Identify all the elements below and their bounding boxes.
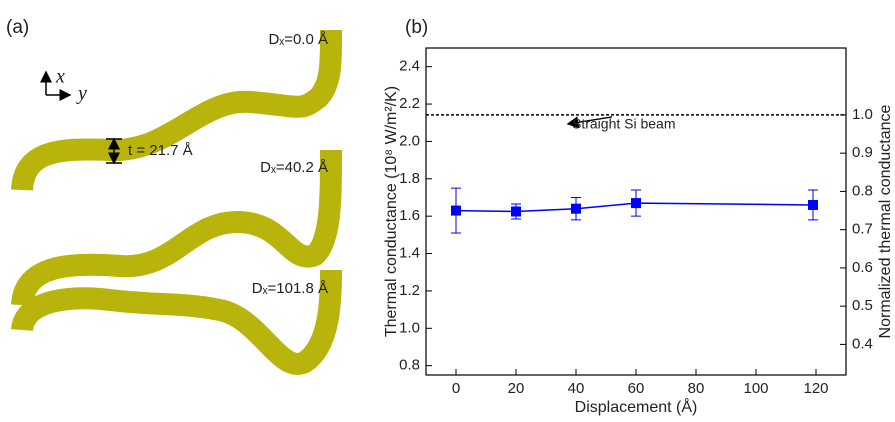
y2-tick-label: 0.5 bbox=[852, 297, 873, 314]
x-tick-label: 60 bbox=[628, 380, 645, 397]
x-tick-label: 0 bbox=[452, 380, 460, 397]
data-point bbox=[808, 199, 818, 210]
y-tick-label: 1.4 bbox=[399, 245, 420, 262]
beam bbox=[11, 269, 342, 375]
axis-label: x bbox=[55, 66, 65, 88]
y-tick-label: 1.0 bbox=[399, 319, 420, 336]
data-point bbox=[451, 205, 461, 216]
beam bbox=[11, 29, 343, 192]
y2-tick-label: 1.0 bbox=[852, 106, 873, 123]
y-tick-label: 2.0 bbox=[399, 132, 420, 149]
y-tick-label: 1.6 bbox=[399, 207, 420, 224]
y-tick-label: 1.2 bbox=[399, 282, 420, 299]
beam-label: Dₓ=0.0 Å bbox=[268, 31, 328, 48]
x-tick-label: 100 bbox=[743, 380, 768, 397]
y-tick-label: 0.8 bbox=[399, 357, 420, 374]
y-axis-label: Thermal conductance (10⁸ W/m²/K) bbox=[383, 86, 400, 337]
y2-tick-label: 0.6 bbox=[852, 259, 873, 276]
y-tick-label: 1.8 bbox=[399, 170, 420, 187]
x-tick-label: 20 bbox=[508, 380, 525, 397]
annotation-arrow bbox=[566, 116, 613, 129]
thickness-label: t = 21.7 Å bbox=[128, 142, 193, 159]
data-point bbox=[631, 198, 641, 209]
y2-axis-label: Normalized thermal conductance bbox=[877, 104, 894, 338]
x-tick-label: 120 bbox=[803, 380, 828, 397]
panel-b: (b) 0 20 40 60 80 100 120 0.8 1.0 1.2 1.4 1.6 1.8 2.0… bbox=[383, 17, 894, 416]
beam-label: Dₓ=101.8 Å bbox=[252, 280, 328, 297]
y2-tick-label: 0.7 bbox=[852, 221, 873, 238]
y-tick-label: 2.2 bbox=[399, 95, 420, 112]
axis-label: y bbox=[76, 83, 87, 105]
panel-label: (a) bbox=[6, 17, 29, 38]
y2-tick-label: 0.4 bbox=[852, 335, 873, 352]
y2-tick-label: 0.8 bbox=[852, 182, 873, 199]
beam-label: Dₓ=40.2 Å bbox=[260, 159, 328, 176]
y-tick-label: 2.4 bbox=[399, 58, 420, 75]
beam bbox=[11, 149, 343, 307]
panel-label: (b) bbox=[405, 17, 428, 38]
annotation: Straight Si beam bbox=[572, 116, 676, 132]
x-axis-label: Displacement (Å) bbox=[575, 397, 698, 416]
y2-tick-label: 0.9 bbox=[852, 144, 873, 161]
x-tick-label: 40 bbox=[568, 380, 585, 397]
panel-a: (a) Dₓ=0.0 Å Dₓ=40.2 Å Dₓ=101.8 Å x y t … bbox=[6, 17, 343, 375]
data-point bbox=[511, 206, 521, 217]
data-point bbox=[571, 203, 581, 214]
x-tick-label: 80 bbox=[688, 380, 705, 397]
